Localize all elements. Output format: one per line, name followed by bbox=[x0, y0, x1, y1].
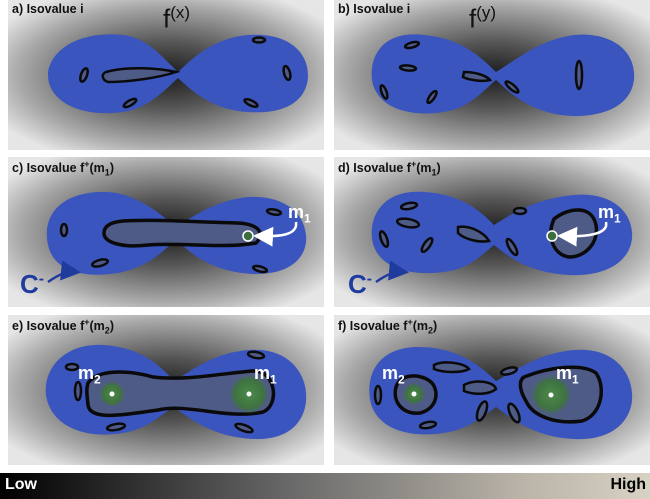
maximum-label: m2 bbox=[382, 363, 405, 387]
annotation-arrow bbox=[253, 221, 298, 247]
lake bbox=[418, 420, 438, 430]
panel-f-figure bbox=[334, 315, 650, 465]
lake bbox=[105, 422, 127, 432]
dumbbell-blob bbox=[48, 34, 308, 114]
lake bbox=[432, 361, 471, 374]
lake bbox=[507, 402, 521, 424]
lake bbox=[243, 98, 259, 108]
panel-d: d) Isovalue f+(m1) m1 C- bbox=[334, 157, 650, 307]
dumbbell-blob bbox=[371, 34, 635, 116]
lake bbox=[504, 80, 520, 94]
lake bbox=[379, 84, 389, 100]
panel-b: b) Isovalue i f(y) bbox=[334, 0, 650, 150]
panel-a: a) Isovalue i f(x) bbox=[8, 0, 324, 150]
lake bbox=[426, 89, 438, 105]
lake bbox=[265, 208, 283, 216]
maximum-label: m2 bbox=[78, 363, 101, 387]
lake bbox=[234, 422, 254, 434]
panel-e: e) Isovalue f+(m2) m2 m1 bbox=[8, 315, 324, 465]
lake bbox=[574, 59, 584, 91]
lake bbox=[499, 366, 519, 376]
panel-d-label: d) Isovalue f+(m1) bbox=[338, 159, 441, 178]
lake bbox=[85, 369, 276, 418]
maximum-dot bbox=[548, 392, 554, 398]
function-label: f(y) bbox=[469, 3, 497, 34]
maximum-dot bbox=[246, 391, 252, 397]
function-label: f(x) bbox=[163, 3, 191, 34]
lake bbox=[64, 362, 80, 372]
maximum-label: m1 bbox=[598, 202, 621, 226]
lake bbox=[456, 225, 491, 243]
panel-f: f) Isovalue f+(m2) m2 m1 bbox=[334, 315, 650, 465]
lake bbox=[505, 237, 519, 257]
panel-c-figure bbox=[8, 157, 324, 307]
lake bbox=[475, 400, 489, 422]
lake bbox=[512, 206, 528, 216]
lake bbox=[549, 208, 599, 259]
maximum-label: m1 bbox=[288, 202, 311, 226]
lake bbox=[59, 222, 69, 238]
maximum-dot bbox=[109, 391, 115, 397]
lake bbox=[79, 67, 89, 83]
panel-e-figure bbox=[8, 315, 324, 465]
lake bbox=[101, 66, 181, 84]
colorbar-high-label: High bbox=[610, 476, 646, 493]
lake bbox=[73, 380, 83, 402]
panel-c: c) Isovalue f+(m1) m1 C- bbox=[8, 157, 324, 307]
colorbar-low-label: Low bbox=[5, 476, 37, 493]
lake bbox=[395, 217, 421, 229]
panel-b-label: b) Isovalue i bbox=[338, 2, 411, 16]
lake bbox=[462, 380, 498, 395]
maximum-marker bbox=[546, 230, 558, 242]
colorbar: Low High bbox=[0, 473, 650, 499]
lake bbox=[122, 97, 138, 109]
panel-a-figure bbox=[8, 0, 324, 150]
region-arrow bbox=[47, 260, 81, 284]
lake bbox=[461, 70, 493, 83]
panel-a-label: a) Isovalue i bbox=[12, 2, 84, 16]
maximum-label: m1 bbox=[556, 363, 579, 387]
lake bbox=[251, 264, 269, 274]
lake bbox=[398, 64, 418, 72]
annotation-arrow bbox=[557, 221, 608, 247]
lake bbox=[399, 201, 419, 211]
region-label: C- bbox=[20, 269, 45, 299]
lake bbox=[282, 64, 292, 82]
panel-b-figure bbox=[334, 0, 650, 150]
region-arrow bbox=[375, 260, 409, 284]
region-label: C- bbox=[348, 269, 373, 299]
panel-f-label: f) Isovalue f+(m2) bbox=[338, 317, 438, 336]
maximum-marker bbox=[242, 230, 254, 242]
maximum-dot bbox=[411, 391, 417, 397]
panel-d-figure bbox=[334, 157, 650, 307]
lake bbox=[246, 350, 266, 360]
lake bbox=[403, 40, 421, 50]
lake bbox=[420, 236, 434, 254]
lake bbox=[378, 230, 390, 248]
lake bbox=[90, 258, 110, 268]
panel-e-label: e) Isovalue f+(m2) bbox=[12, 317, 114, 336]
lake bbox=[251, 36, 267, 44]
lake bbox=[102, 218, 262, 248]
maximum-label: m1 bbox=[254, 363, 277, 387]
lake bbox=[373, 384, 383, 406]
panel-c-label: c) Isovalue f+(m1) bbox=[12, 159, 114, 178]
